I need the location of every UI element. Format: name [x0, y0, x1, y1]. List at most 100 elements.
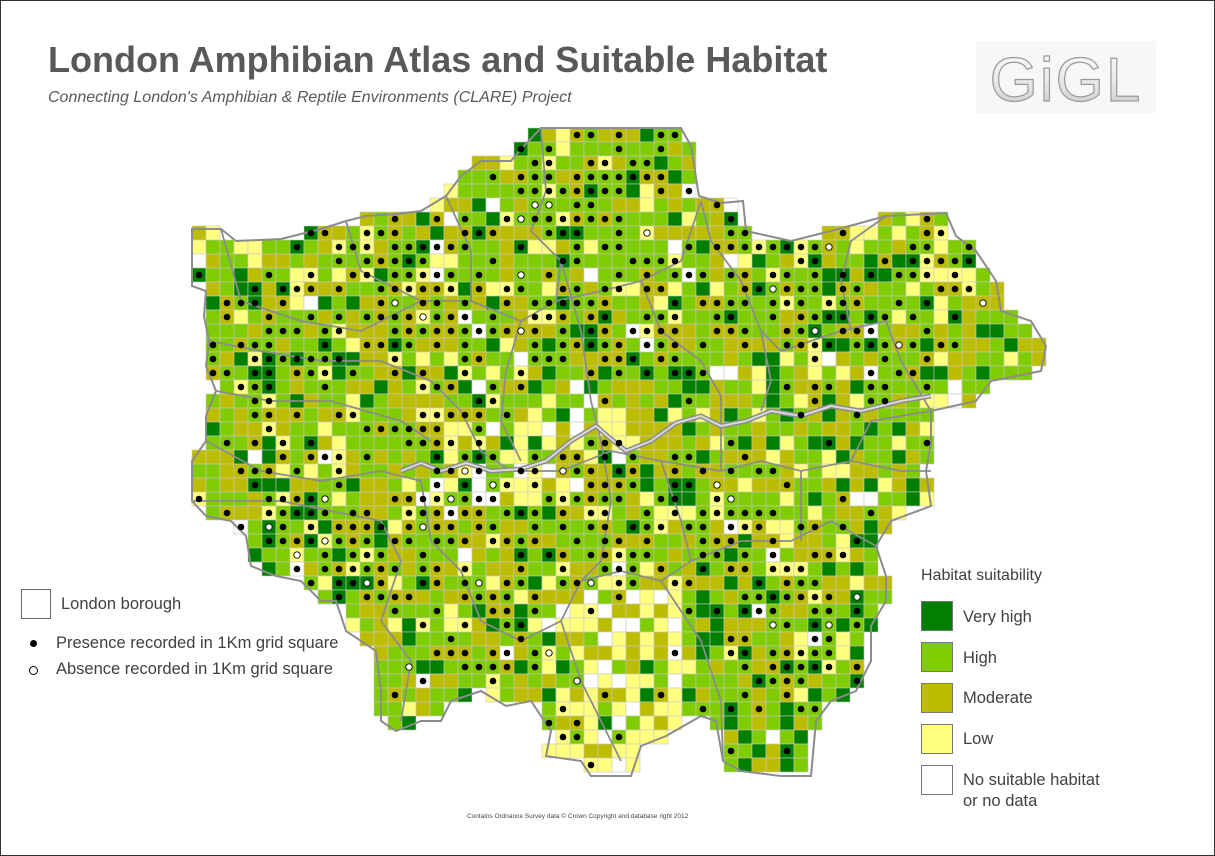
presence-record-dot: [419, 243, 427, 251]
grid-square-moderate: [779, 253, 795, 269]
grid-square-low: [191, 239, 207, 255]
presence-record-dot: [321, 355, 329, 363]
grid-square-moderate: [625, 659, 641, 675]
presence-record-dot: [321, 383, 329, 391]
grid-square-very_high: [751, 253, 767, 269]
absence-record-dot: [517, 271, 525, 279]
presence-record-dot: [419, 271, 427, 279]
grid-square-moderate: [233, 505, 249, 521]
presence-record-dot: [335, 355, 343, 363]
presence-record-dot: [419, 677, 427, 685]
presence-record-dot: [195, 495, 203, 503]
presence-record-dot: [657, 257, 665, 265]
presence-record-dot: [251, 341, 259, 349]
presence-record-dot: [769, 537, 777, 545]
grid-square-very_high: [989, 323, 1005, 339]
presence-record-dot: [503, 593, 511, 601]
grid-square-very_high: [443, 365, 459, 381]
presence-record-dot: [615, 565, 623, 573]
grid-square-low: [541, 659, 557, 675]
grid-square-high: [303, 407, 319, 423]
grid-square-moderate: [205, 449, 221, 465]
grid-square-very_high: [737, 729, 753, 745]
grid-square-low: [513, 435, 529, 451]
grid-square-high: [527, 267, 543, 283]
grid-square-low: [667, 659, 683, 675]
grid-square-low: [513, 421, 529, 437]
presence-record-dot: [391, 355, 399, 363]
grid-square-low: [667, 687, 683, 703]
grid-square-high: [485, 183, 501, 199]
grid-square-none: [513, 351, 529, 367]
presence-record-dot: [699, 467, 707, 475]
grid-square-moderate: [695, 617, 711, 633]
presence-record-dot: [643, 341, 651, 349]
grid-square-very_high: [345, 351, 361, 367]
presence-record-dot: [433, 509, 441, 517]
grid-square-moderate: [541, 477, 557, 493]
presence-record-dot: [349, 523, 357, 531]
legend-item-borough: London borough: [21, 589, 221, 619]
grid-square-none: [569, 407, 585, 423]
grid-square-moderate: [289, 379, 305, 395]
presence-record-dot: [209, 369, 217, 377]
grid-square-high: [401, 351, 417, 367]
grid-square-high: [653, 533, 669, 549]
grid-square-high: [681, 197, 697, 213]
grid-square-high: [331, 295, 347, 311]
grid-square-low: [779, 435, 795, 451]
grid-square-high: [695, 673, 711, 689]
grid-square-very_high: [415, 659, 431, 675]
grid-square-high: [863, 449, 879, 465]
grid-square-high: [233, 365, 249, 381]
presence-record-dot: [727, 705, 735, 713]
absence-record-dot: [979, 299, 987, 307]
grid-square-moderate: [317, 309, 333, 325]
grid-square-low: [793, 393, 809, 409]
presence-record-dot: [909, 271, 917, 279]
grid-square-high: [303, 379, 319, 395]
grid-square-none: [625, 617, 641, 633]
grid-square-very_high: [373, 379, 389, 395]
grid-square-moderate: [1017, 337, 1033, 353]
presence-record-dot: [853, 621, 861, 629]
legend-item-absence: Absence recorded in 1Km grid square: [21, 660, 401, 682]
presence-record-dot: [307, 453, 315, 461]
grid-square-very_high: [975, 323, 991, 339]
grid-square-high: [709, 351, 725, 367]
presence-record-dot: [307, 439, 315, 447]
presence-record-dot: [335, 523, 343, 531]
presence-record-dot: [321, 565, 329, 573]
grid-square-moderate: [835, 351, 851, 367]
grid-square-very_high: [765, 435, 781, 451]
grid-square-high: [975, 379, 991, 395]
presence-record-dot: [713, 201, 721, 209]
grid-square-low: [667, 281, 683, 297]
presence-record-dot: [503, 285, 511, 293]
grid-square-moderate: [821, 477, 837, 493]
grid-square-very_high: [891, 253, 907, 269]
grid-square-low: [541, 281, 557, 297]
grid-square-high: [905, 295, 921, 311]
grid-square-very_high: [807, 491, 823, 507]
presence-record-dot: [727, 215, 735, 223]
presence-record-dot: [321, 369, 329, 377]
grid-square-high: [695, 211, 711, 227]
grid-square-very_high: [807, 687, 823, 703]
presence-record-dot: [419, 285, 427, 293]
grid-square-moderate: [373, 365, 389, 381]
presence-record-dot: [923, 243, 931, 251]
presence-record-dot: [559, 453, 567, 461]
grid-square-high: [569, 155, 585, 171]
borough-boundary-0: [529, 130, 562, 302]
grid-square-low: [891, 435, 907, 451]
grid-square-high: [625, 211, 641, 227]
presence-record-dot: [265, 537, 273, 545]
presence-record-dot: [475, 509, 483, 517]
presence-record-dot: [811, 383, 819, 391]
grid-square-moderate: [905, 323, 921, 339]
presence-record-dot: [783, 649, 791, 657]
grid-square-moderate: [653, 715, 669, 731]
grid-square-moderate: [499, 491, 515, 507]
grid-square-none: [709, 365, 725, 381]
